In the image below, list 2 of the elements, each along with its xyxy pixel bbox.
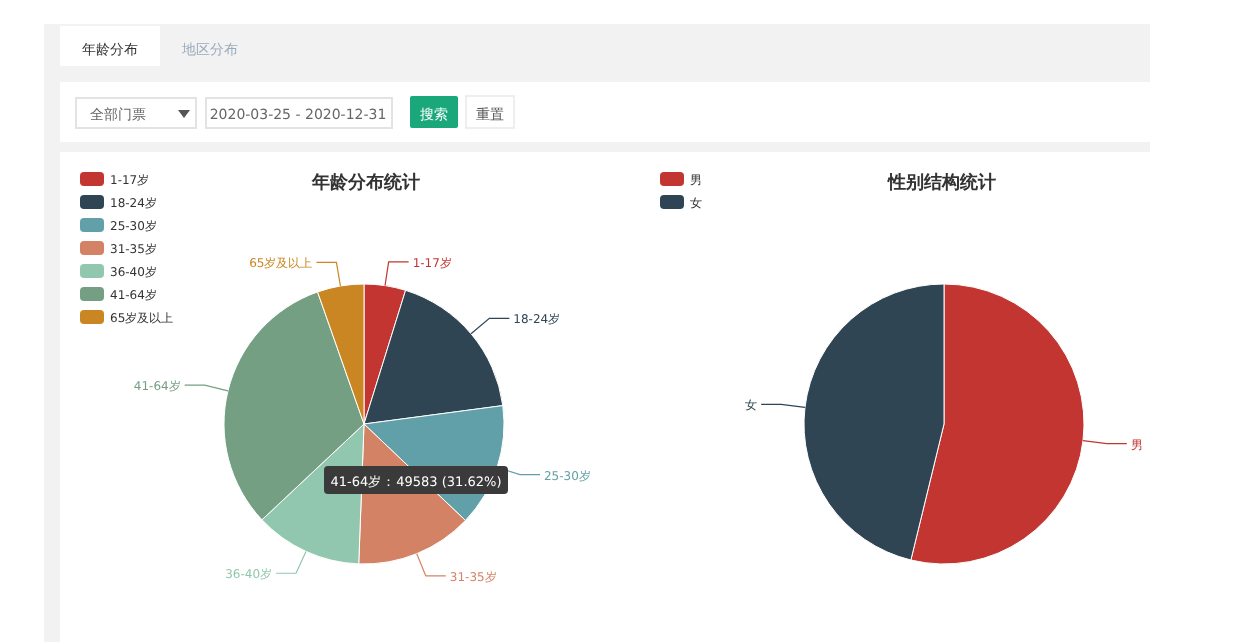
chart-title: 性别结构统计 bbox=[886, 172, 996, 194]
chart-title: 年龄分布统计 bbox=[310, 172, 420, 194]
